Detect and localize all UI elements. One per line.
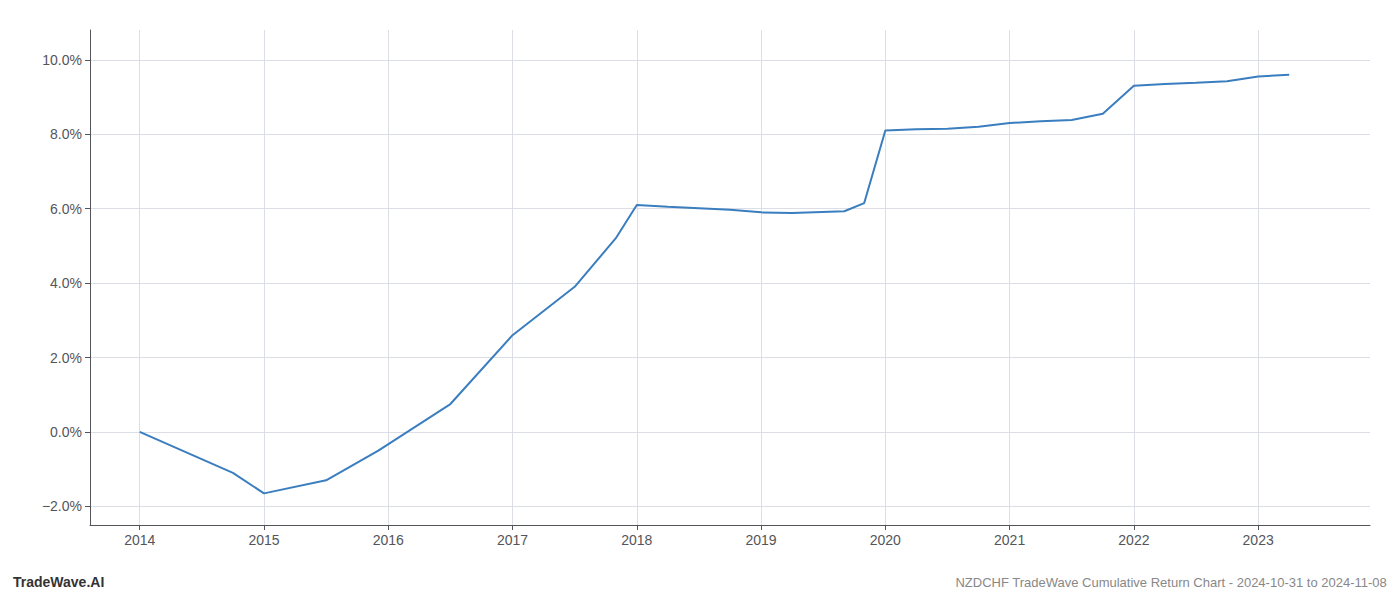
svg-text:10.0%: 10.0% xyxy=(42,52,82,68)
svg-text:TradeWave.AI: TradeWave.AI xyxy=(13,574,104,590)
svg-text:6.0%: 6.0% xyxy=(50,201,82,217)
svg-text:2017: 2017 xyxy=(497,532,528,548)
svg-text:−2.0%: −2.0% xyxy=(42,498,82,514)
svg-text:2018: 2018 xyxy=(621,532,652,548)
svg-text:2021: 2021 xyxy=(994,532,1025,548)
svg-text:2014: 2014 xyxy=(124,532,155,548)
svg-text:2019: 2019 xyxy=(745,532,776,548)
svg-text:NZDCHF TradeWave Cumulative Re: NZDCHF TradeWave Cumulative Return Chart… xyxy=(955,575,1386,590)
svg-text:2015: 2015 xyxy=(248,532,279,548)
svg-text:2016: 2016 xyxy=(373,532,404,548)
svg-text:0.0%: 0.0% xyxy=(50,424,82,440)
svg-text:2022: 2022 xyxy=(1118,532,1149,548)
svg-text:4.0%: 4.0% xyxy=(50,275,82,291)
svg-text:8.0%: 8.0% xyxy=(50,126,82,142)
svg-text:2020: 2020 xyxy=(870,532,901,548)
svg-text:2023: 2023 xyxy=(1243,532,1274,548)
svg-text:2.0%: 2.0% xyxy=(50,350,82,366)
